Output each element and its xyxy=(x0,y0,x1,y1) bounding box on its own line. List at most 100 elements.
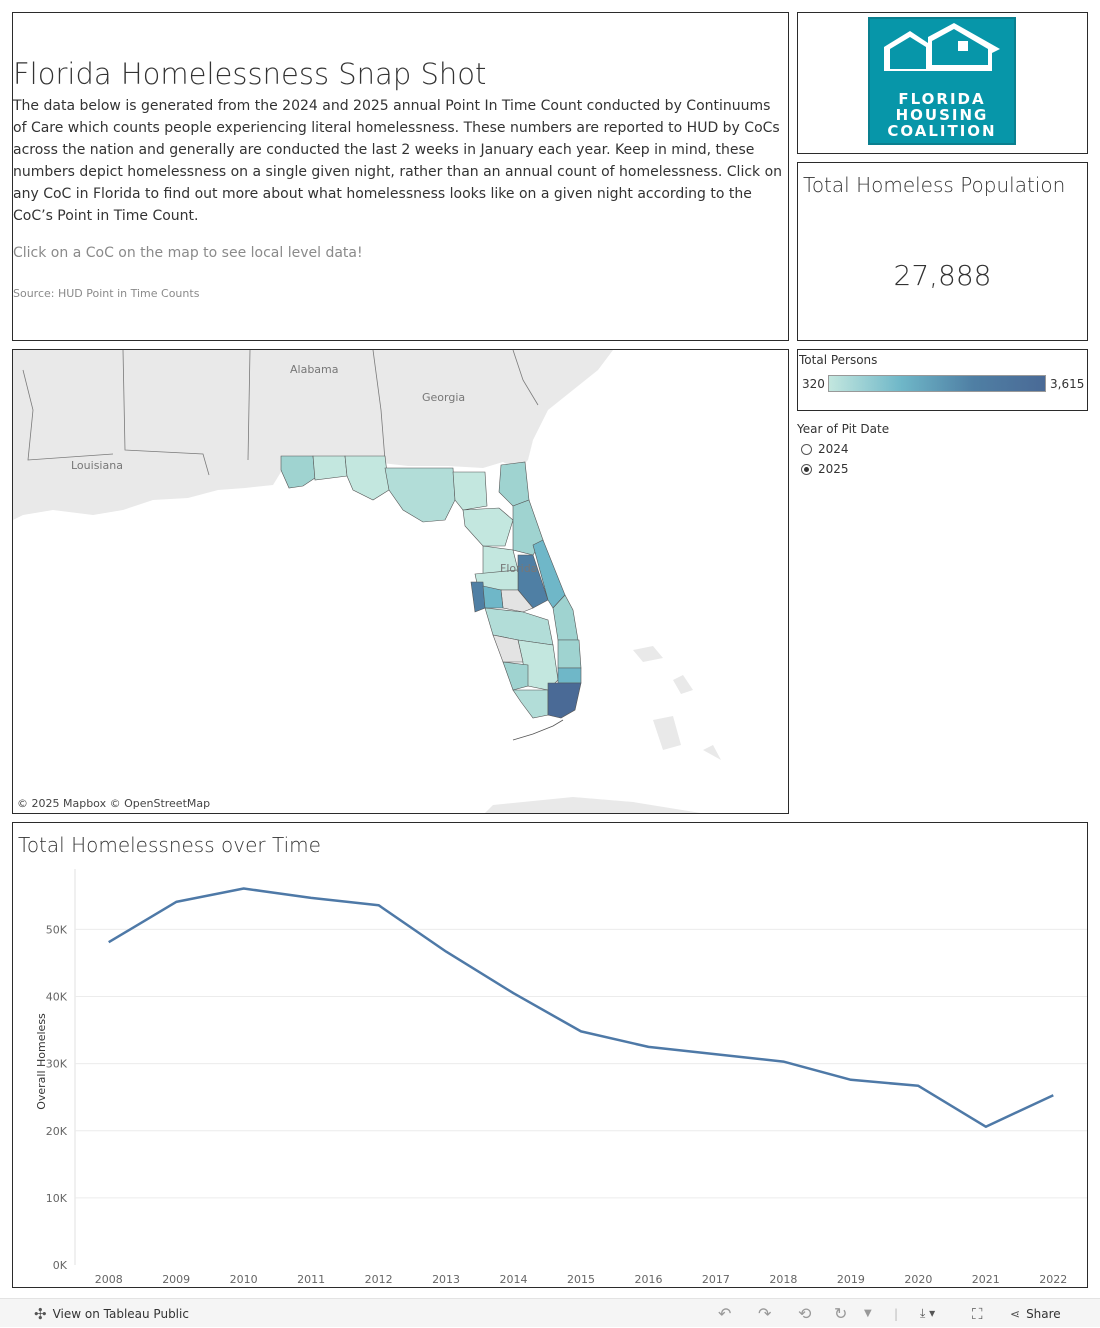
map-click-hint: Click on a CoC on the map to see local l… xyxy=(13,245,363,261)
florida-coc-map[interactable]: Alabama Georgia Louisiana Florida © 2025… xyxy=(12,349,789,814)
coc-region[interactable] xyxy=(557,667,582,684)
pause-dropdown-icon[interactable]: ▼ xyxy=(864,1308,872,1319)
legend-min: 320 xyxy=(802,377,825,391)
map-label-georgia: Georgia xyxy=(422,391,466,404)
download-icon[interactable]: ⤓ ▾ xyxy=(920,1306,936,1320)
x-tick-label: 2015 xyxy=(567,1273,595,1286)
x-tick-label: 2011 xyxy=(297,1273,325,1286)
data-point[interactable] xyxy=(1047,1089,1059,1101)
data-point[interactable] xyxy=(508,987,520,999)
coc-region[interactable] xyxy=(492,634,524,663)
x-tick-label: 2014 xyxy=(500,1273,528,1286)
data-point[interactable] xyxy=(642,1041,654,1053)
logo-line: FLORIDA xyxy=(898,90,986,108)
refresh-icon[interactable]: ↻ xyxy=(834,1304,848,1323)
coc-region[interactable] xyxy=(502,661,529,691)
y-tick-label: 20K xyxy=(46,1125,68,1138)
radio-unselected-icon[interactable] xyxy=(801,443,812,455)
logo-panel: FLORIDA HOUSING COALITION xyxy=(797,12,1088,154)
year-filter: Year of Pit Date 2024 2025 xyxy=(797,420,1088,490)
house-icon xyxy=(884,23,1000,71)
coc-region[interactable] xyxy=(557,639,582,669)
x-tick-label: 2013 xyxy=(432,1273,460,1286)
data-point[interactable] xyxy=(912,1080,924,1092)
legend-title: Total Persons xyxy=(799,353,878,367)
line-chart-svg[interactable]: 0K 10K 20K 30K 40K 50K 2008 2009 2010 2011 2012 201… xyxy=(13,823,1087,1287)
data-point[interactable] xyxy=(170,896,182,908)
total-homeless-kpi[interactable]: Total Homeless Population 27,888 xyxy=(797,162,1088,341)
data-point[interactable] xyxy=(777,1056,789,1068)
logo-line: HOUSING xyxy=(895,106,989,124)
x-tick-label: 2016 xyxy=(634,1273,662,1286)
tableau-toolbar: ✣ View on Tableau Public ↶ ↷ ⟲ ↻ ▼ | ⤓ ▾… xyxy=(0,1298,1100,1327)
fullscreen-icon[interactable]: ⛶ xyxy=(972,1304,983,1323)
share-icon: ⋖ xyxy=(1010,1306,1021,1321)
florida-housing-coalition-logo[interactable]: FLORIDA HOUSING COALITION xyxy=(868,17,1016,145)
logo-line: COALITION xyxy=(887,122,997,140)
x-tick-label: 2010 xyxy=(230,1273,258,1286)
y-tick-label: 0K xyxy=(53,1259,68,1272)
color-legend: Total Persons 320 3,615 xyxy=(797,349,1088,411)
coc-region[interactable] xyxy=(498,461,530,507)
intro-description: The data below is generated from the 202… xyxy=(13,98,783,224)
coc-region[interactable] xyxy=(552,594,579,641)
toolbar-divider: | xyxy=(894,1306,899,1321)
chart-title: Total Homelessness over Time xyxy=(18,833,321,857)
data-point[interactable] xyxy=(103,936,115,948)
share-button[interactable]: ⋖ Share xyxy=(1010,1299,1061,1328)
y-tick-label: 50K xyxy=(46,923,68,936)
map-label-alabama: Alabama xyxy=(290,363,339,376)
revert-icon[interactable]: ⟲ xyxy=(798,1304,812,1323)
intro-panel: Florida Homelessness Snap Shot The data … xyxy=(12,12,789,341)
data-point[interactable] xyxy=(575,1025,587,1037)
y-tick-label: 30K xyxy=(46,1058,68,1071)
legend-gradient xyxy=(828,375,1046,392)
view-on-tableau-link[interactable]: ✣ View on Tableau Public xyxy=(34,1299,189,1328)
kpi-title: Total Homeless Population xyxy=(803,173,1066,197)
coc-region[interactable] xyxy=(462,507,514,547)
page-title: Florida Homelessness Snap Shot xyxy=(13,57,487,91)
y-tick-label: 10K xyxy=(46,1192,68,1205)
radio-selected-icon[interactable] xyxy=(801,463,812,475)
coc-region[interactable] xyxy=(384,467,456,523)
series-line[interactable] xyxy=(108,887,1054,1128)
legend-max: 3,615 xyxy=(1050,377,1085,391)
x-tick-label: 2017 xyxy=(702,1273,730,1286)
filter-title: Year of Pit Date xyxy=(797,422,890,436)
coc-region[interactable] xyxy=(280,455,316,489)
data-point[interactable] xyxy=(238,882,250,894)
year-option-2024[interactable]: 2024 xyxy=(801,441,849,457)
data-point[interactable] xyxy=(980,1121,992,1133)
logo-text: FLORIDA HOUSING COALITION xyxy=(870,91,1014,139)
source-note: Source: HUD Point in Time Counts xyxy=(13,287,200,300)
x-tick-label: 2018 xyxy=(769,1273,797,1286)
x-tick-label: 2009 xyxy=(162,1273,190,1286)
coc-region[interactable] xyxy=(482,585,504,609)
coc-region[interactable] xyxy=(312,455,348,481)
map-label-florida: Florida xyxy=(500,562,538,575)
data-point[interactable] xyxy=(845,1074,857,1086)
coc-region[interactable] xyxy=(452,471,488,511)
x-tick-label: 2012 xyxy=(365,1273,393,1286)
share-label: Share xyxy=(1026,1306,1061,1321)
data-point[interactable] xyxy=(710,1048,722,1060)
map-canvas[interactable] xyxy=(13,350,789,814)
undo-icon[interactable]: ↶ xyxy=(718,1304,732,1323)
coc-region[interactable] xyxy=(512,689,549,719)
data-point[interactable] xyxy=(305,892,317,904)
map-attribution[interactable]: © 2025 Mapbox © OpenStreetMap xyxy=(17,797,211,810)
homelessness-over-time-chart[interactable]: Total Homelessness over Time Overall Hom… xyxy=(12,822,1088,1288)
year-option-label: 2025 xyxy=(818,462,849,476)
y-tick-label: 40K xyxy=(46,991,68,1004)
data-point[interactable] xyxy=(373,899,385,911)
view-on-tableau-label: View on Tableau Public xyxy=(52,1306,189,1321)
x-tick-label: 2019 xyxy=(837,1273,865,1286)
redo-icon[interactable]: ↷ xyxy=(758,1304,772,1323)
year-option-label: 2024 xyxy=(818,442,849,456)
x-tick-label: 2022 xyxy=(1039,1273,1067,1286)
tableau-logo-icon: ✣ xyxy=(34,1304,47,1323)
year-option-2025[interactable]: 2025 xyxy=(801,461,849,477)
coc-region[interactable] xyxy=(344,455,390,501)
coc-region[interactable] xyxy=(547,682,582,719)
data-point[interactable] xyxy=(440,946,452,958)
